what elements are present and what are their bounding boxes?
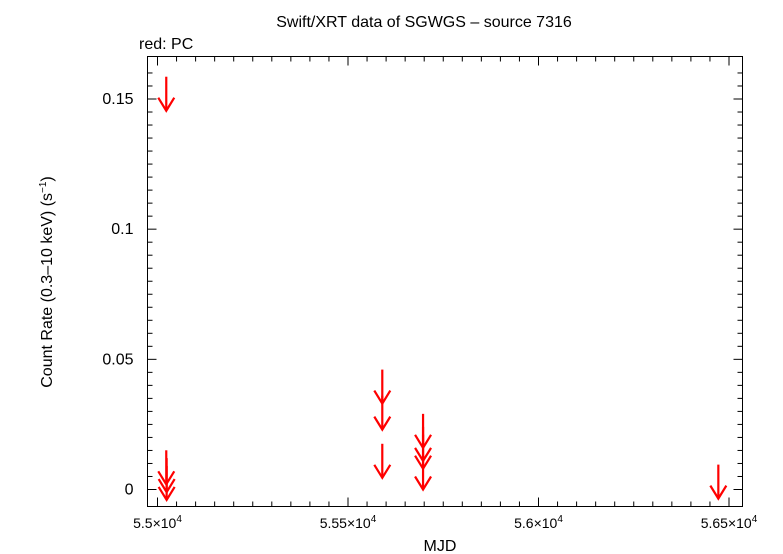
y-tick-label: 0.15 [102,91,133,108]
x-tick-label: 5.65×104 [701,514,758,531]
y-axis-label-main: Count Rate (0.3–10 keV) (s [39,193,56,388]
chart-title: Swift/XRT data of SGWGS – source 7316 [276,14,572,31]
x-tick-label: 5.55×104 [320,514,377,531]
y-tick-label: 0.1 [111,221,133,238]
x-tick-label: 5.6×104 [514,514,563,531]
plot-frame [147,56,743,507]
y-axis-label-exponent: −1 [38,181,49,193]
upper-limit-arrow [373,395,392,432]
chart-subtitle: red: PC [139,36,193,53]
x-tick-label: 5.5×104 [133,514,182,531]
upper-limit-arrow [373,443,392,480]
upper-limit-arrow [157,76,176,113]
upper-limit-arrow [709,464,728,501]
axes: 5.5×104 5.55×104 5.6×104 5.65×104 0 0.05 0.1 0.… [102,56,758,531]
x-axis-label: MJD [424,538,457,554]
y-tick-label: 0.05 [102,351,133,368]
upper-limit-arrow [157,465,176,503]
upper-limit-arrow [414,455,432,492]
y-axis-label: Count Rate (0.3–10 keV) (s−1) [38,176,56,388]
y-axis-label-tail: ) [39,176,56,181]
data-marks [157,76,728,503]
y-tick-label: 0 [125,482,134,499]
